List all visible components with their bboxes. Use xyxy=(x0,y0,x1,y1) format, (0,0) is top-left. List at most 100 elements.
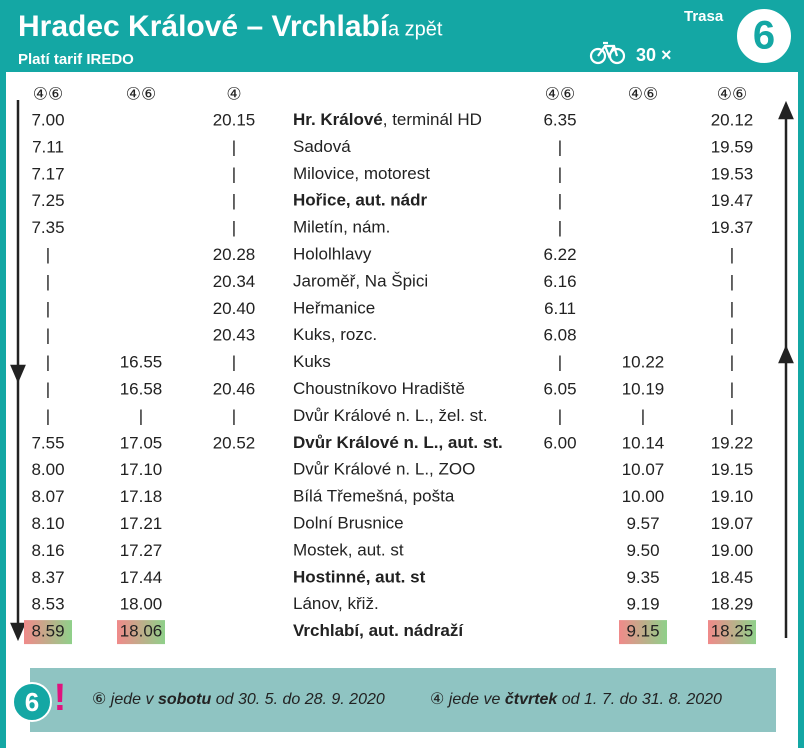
time: 19.22 xyxy=(711,433,754,452)
time: | xyxy=(232,218,236,237)
stop-name: Milovice, motorest xyxy=(293,164,430,183)
time: 6.22 xyxy=(543,245,576,264)
note: ⑥ jede v sobotu od 30. 5. do 28. 9. 2020 xyxy=(92,691,385,708)
stop-name-text: Miletín, nám. xyxy=(293,218,390,237)
bike-capacity: 30 × xyxy=(636,45,672,65)
time: 19.10 xyxy=(711,487,754,506)
stop-name-bold: Hostinné, aut. st xyxy=(293,568,426,587)
time: | xyxy=(46,353,50,372)
stop-name-text: Hololhlavy xyxy=(293,245,372,264)
table: ④⑥ ④⑥ ④ ④⑥ ④⑥ ④⑥ 7.00 20.15 Hr. Králové, terminá… xyxy=(24,84,756,645)
time: | xyxy=(558,353,562,372)
time: | xyxy=(558,191,562,210)
subtitle: a zpět xyxy=(388,18,443,40)
time: | xyxy=(232,137,236,156)
time: 10.07 xyxy=(622,460,665,479)
time: | xyxy=(730,299,734,318)
time: 16.55 xyxy=(120,353,163,372)
time: 10.19 xyxy=(622,379,665,398)
time: 17.21 xyxy=(120,514,163,533)
time: 20.40 xyxy=(213,299,256,318)
time: 17.27 xyxy=(120,541,163,560)
stop-name-text: , terminál HD xyxy=(383,110,482,129)
border-right xyxy=(798,72,804,748)
time: 7.17 xyxy=(31,164,64,183)
stop-name: Choustníkovo Hradiště xyxy=(293,379,465,398)
time: 20.15 xyxy=(213,110,256,129)
stop-name: Dvůr Králové n. L., aut. st. xyxy=(293,433,503,452)
time: 9.50 xyxy=(626,541,659,560)
stop-name: Miletín, nám. xyxy=(293,218,390,237)
time: | xyxy=(46,379,50,398)
stop-name-bold: Hr. Králové xyxy=(293,110,383,129)
time: | xyxy=(641,406,645,425)
time: 19.00 xyxy=(711,541,754,560)
route-badge xyxy=(735,7,793,65)
time: 8.10 xyxy=(31,514,64,533)
time: | xyxy=(46,406,50,425)
route-number: 6 xyxy=(753,14,775,58)
column-header: ④⑥ xyxy=(33,84,63,103)
time: 16.58 xyxy=(120,379,163,398)
tariff: Platí tarif IREDO xyxy=(18,51,134,68)
highlight xyxy=(619,620,667,645)
time: | xyxy=(232,164,236,183)
time: | xyxy=(558,218,562,237)
stop-name-bold: Hořice, aut. nádr xyxy=(293,191,428,210)
stop-name-text: Dvůr Králové n. L., ZOO xyxy=(293,460,475,479)
time: 9.35 xyxy=(626,568,659,587)
time: 18.29 xyxy=(711,595,754,614)
time: 6.11 xyxy=(544,299,576,318)
stop-name: Hostinné, aut. st xyxy=(293,568,426,587)
notes-box xyxy=(30,668,776,732)
note-bold: sobotu xyxy=(158,691,212,708)
time: 6.08 xyxy=(543,326,576,345)
time: 19.53 xyxy=(711,164,754,183)
stop-name-text: Bílá Třemešná, pošta xyxy=(293,487,455,506)
stop-name-text: Mostek, aut. st xyxy=(293,541,404,560)
title: Hradec Králové – Vrchlabí xyxy=(18,10,390,43)
time: 6.35 xyxy=(543,110,576,129)
note-symbol: ⑥ xyxy=(92,691,106,708)
time: 18.06 xyxy=(120,622,163,641)
time: 6.16 xyxy=(543,272,576,291)
time: | xyxy=(232,406,236,425)
stop-name-text: Choustníkovo Hradiště xyxy=(293,379,465,398)
time: 7.11 xyxy=(32,137,64,156)
time: | xyxy=(232,353,236,372)
time: 20.28 xyxy=(213,245,256,264)
stop-name-bold: Dvůr Králové n. L., aut. st. xyxy=(293,433,503,452)
stop-name-text: Jaroměř, Na Špici xyxy=(293,272,428,291)
stop-name-text: Kuks xyxy=(293,353,331,372)
time: 10.22 xyxy=(622,353,665,372)
time: 10.14 xyxy=(622,433,665,452)
stop-name: Hololhlavy xyxy=(293,245,372,264)
time: | xyxy=(46,245,50,264)
stop-name-text: Milovice, motorest xyxy=(293,164,430,183)
column-header: ④⑥ xyxy=(126,84,156,103)
time: | xyxy=(46,326,50,345)
time: 9.19 xyxy=(626,595,659,614)
stop-name: Kuks xyxy=(293,353,331,372)
notes-icon-mark: ! xyxy=(54,677,67,719)
time: 7.25 xyxy=(31,191,64,210)
stop-name-text: Heřmanice xyxy=(293,299,375,318)
time: | xyxy=(558,137,562,156)
column-header: ④ xyxy=(226,84,241,103)
time: 7.55 xyxy=(31,433,64,452)
border-left xyxy=(0,72,6,748)
time: 17.18 xyxy=(120,487,163,506)
time: | xyxy=(46,299,50,318)
time: 19.07 xyxy=(711,514,754,533)
time: 20.43 xyxy=(213,326,256,345)
stop-name: Sadová xyxy=(293,137,351,156)
notes: ⑥ jede v sobotu od 30. 5. do 28. 9. 2020… xyxy=(92,691,722,708)
time: 8.00 xyxy=(31,460,64,479)
time: 8.07 xyxy=(31,487,64,506)
time: 17.10 xyxy=(120,460,163,479)
time: 6.00 xyxy=(543,433,576,452)
time: | xyxy=(730,326,734,345)
stop-name-bold: Vrchlabí, aut. nádraží xyxy=(293,622,464,641)
time: | xyxy=(730,353,734,372)
notes-icon xyxy=(12,682,52,722)
